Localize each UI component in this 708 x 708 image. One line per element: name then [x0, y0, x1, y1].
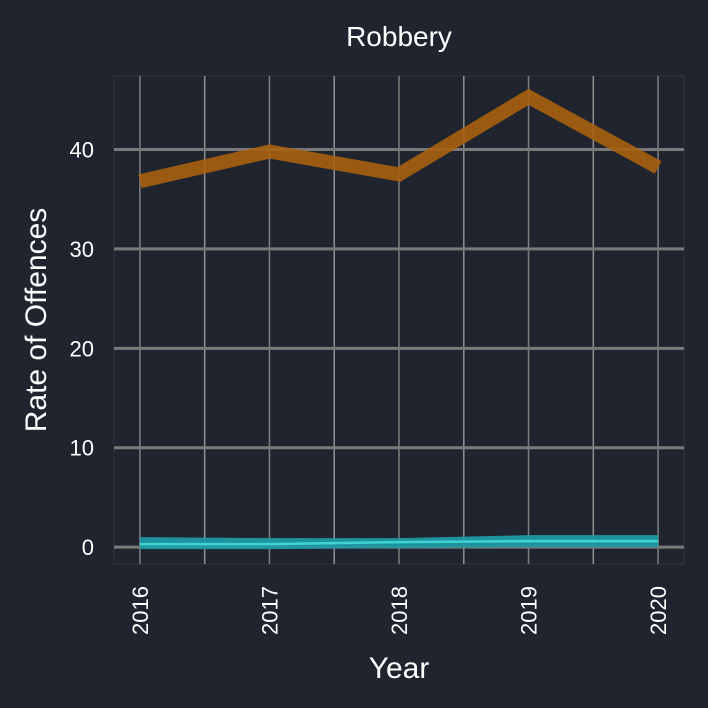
x-axis-ticks: 2016 2017 2018 2019 2020	[128, 586, 671, 635]
chart-title: Robbery	[346, 21, 452, 52]
x-tick-label: 2019	[517, 586, 542, 635]
series-line-lower	[139, 539, 659, 546]
series-layer	[138, 88, 662, 550]
y-axis-ticks: 0 10 20 30 40	[70, 138, 94, 561]
y-tick-label: 10	[70, 436, 94, 461]
y-tick-label: 20	[70, 336, 94, 361]
y-tick-label: 0	[82, 535, 94, 560]
x-tick-label: 2016	[128, 586, 153, 635]
y-axis-label: Rate of Offences	[20, 208, 53, 433]
y-tick-label: 30	[70, 237, 94, 262]
x-tick-label: 2020	[646, 586, 671, 635]
x-axis-label: Year	[369, 652, 430, 685]
series-line-upper	[138, 88, 662, 189]
x-tick-label: 2018	[387, 586, 412, 635]
y-tick-label: 40	[70, 138, 94, 163]
x-tick-label: 2017	[257, 586, 282, 635]
